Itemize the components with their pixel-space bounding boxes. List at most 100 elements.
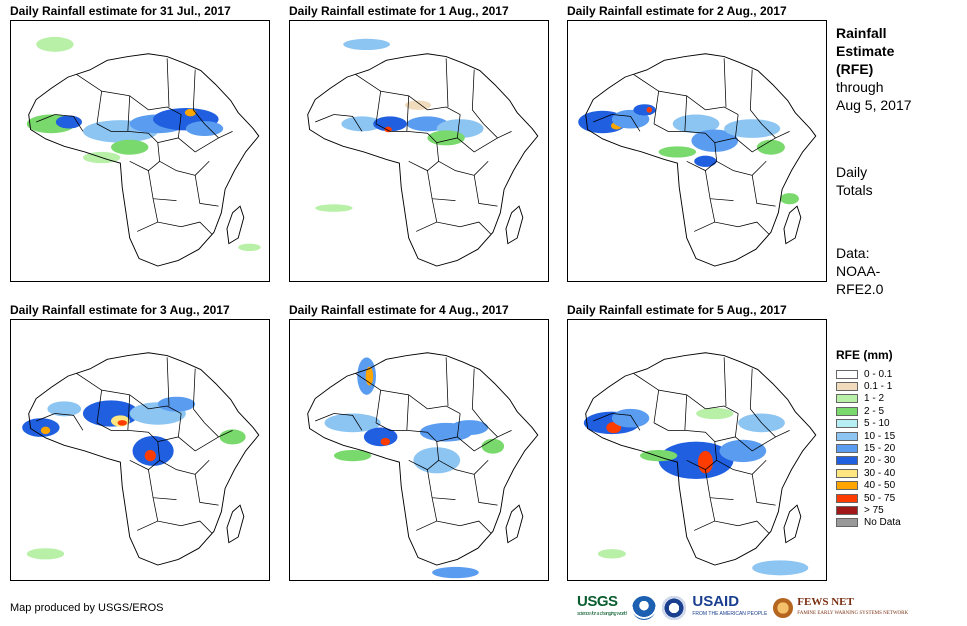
rainfall-area xyxy=(380,437,391,446)
rainfall-area xyxy=(111,139,149,155)
fews-net-logo: FEWS NET FAMINE EARLY WARNING SYSTEMS NE… xyxy=(797,597,908,619)
logo-strip: USGS science for a changing world USAID … xyxy=(577,594,908,622)
rainfall-area xyxy=(315,204,353,212)
country-border xyxy=(457,137,498,153)
country-border xyxy=(749,69,762,125)
rainfall-area xyxy=(55,115,83,129)
country-border xyxy=(630,371,706,410)
data-line-1: Data: xyxy=(836,245,870,261)
country-border xyxy=(733,161,767,176)
rainfall-area xyxy=(672,114,720,134)
country-border xyxy=(686,160,717,172)
country-border xyxy=(483,422,512,438)
country-border xyxy=(178,137,219,153)
country-border xyxy=(751,175,776,207)
country-border xyxy=(375,422,407,431)
country-border xyxy=(694,520,715,531)
country-border xyxy=(416,221,437,232)
legend-label: 0.1 - 1 xyxy=(864,381,893,393)
rainfall-area xyxy=(36,36,74,52)
country-border xyxy=(406,130,438,143)
africa-map-svg xyxy=(307,352,539,579)
country-border xyxy=(416,520,437,531)
country-border xyxy=(653,123,685,132)
country-border xyxy=(705,106,739,115)
country-border xyxy=(445,357,449,407)
country-border xyxy=(54,114,84,132)
country-border xyxy=(684,130,716,143)
fews-globe-icon xyxy=(773,598,794,618)
country-border xyxy=(375,390,382,423)
country-border xyxy=(406,95,410,132)
madagascar-outline xyxy=(783,504,802,544)
coastline xyxy=(307,53,539,267)
usaid-logo-text: USAID xyxy=(692,593,740,610)
legend-swatch xyxy=(836,505,858,515)
country-border xyxy=(96,91,103,124)
country-border xyxy=(735,436,776,452)
country-border xyxy=(738,221,770,235)
country-border xyxy=(137,520,158,531)
country-border xyxy=(375,91,382,124)
country-border xyxy=(96,123,128,132)
legend-swatch xyxy=(836,468,858,478)
country-border xyxy=(194,474,219,506)
country-border xyxy=(427,106,461,115)
map-panel-3: Daily Rainfall estimate for 2 Aug., 2017 xyxy=(567,4,829,284)
rainfall-area xyxy=(756,139,785,155)
country-border xyxy=(723,58,727,108)
rainfall-area xyxy=(26,548,65,560)
country-border xyxy=(593,413,613,422)
rfe-heading: Rainfall Estimate (RFE) through Aug 5, 2… xyxy=(836,24,912,114)
country-border xyxy=(148,106,182,115)
rainfall-area xyxy=(157,396,196,412)
panel-title: Daily Rainfall estimate for 2 Aug., 2017 xyxy=(567,4,787,18)
coastline xyxy=(585,352,817,566)
rainfall-map xyxy=(567,319,827,581)
legend-swatch xyxy=(836,493,858,503)
rainfall-area xyxy=(384,126,392,133)
country-border xyxy=(427,170,456,201)
through-line-2: Aug 5, 2017 xyxy=(836,97,912,113)
country-border xyxy=(148,469,177,500)
country-border xyxy=(445,58,449,108)
legend-label: 30 - 40 xyxy=(864,467,896,479)
map-panel-5: Daily Rainfall estimate for 4 Aug., 2017 xyxy=(289,303,551,583)
rainfall-area xyxy=(404,100,432,110)
country-border xyxy=(406,394,410,431)
legend-label: 2 - 5 xyxy=(864,405,885,417)
legend-swatch xyxy=(836,394,858,404)
rainfall-area xyxy=(633,104,656,116)
country-border xyxy=(455,161,489,176)
country-border xyxy=(436,142,456,171)
data-line-2: NOAA- xyxy=(836,263,881,279)
country-border xyxy=(315,413,335,422)
legend-swatch xyxy=(836,481,858,491)
legend-swatch xyxy=(836,382,858,392)
rainfall-area xyxy=(324,413,381,433)
daily-totals-label: Daily Totals xyxy=(836,163,873,199)
country-border xyxy=(204,422,233,438)
rainfall-map xyxy=(289,20,549,282)
madagascar-outline xyxy=(226,205,245,245)
rainfall-area xyxy=(365,366,374,386)
fews-tagline: FAMINE EARLY WARNING SYSTEMS NETWORK xyxy=(797,611,909,616)
country-border xyxy=(54,413,84,431)
rainfall-map xyxy=(10,319,270,581)
country-border xyxy=(96,422,128,431)
country-border xyxy=(457,436,498,452)
country-border xyxy=(593,114,613,123)
map-panel-2: Daily Rainfall estimate for 1 Aug., 2017 xyxy=(289,4,551,284)
country-border xyxy=(427,405,461,414)
rainfall-area xyxy=(40,426,51,435)
legend-label: 1 - 2 xyxy=(864,393,885,405)
usgs-logo-text: USGS xyxy=(577,593,618,610)
country-border xyxy=(611,413,641,431)
madagascar-outline xyxy=(783,205,802,245)
data-source-label: Data: NOAA- RFE2.0 xyxy=(836,244,883,298)
country-border xyxy=(483,123,512,139)
legend-title: RFE (mm) xyxy=(836,348,893,362)
panel-title: Daily Rainfall estimate for 1 Aug., 2017 xyxy=(289,4,509,18)
country-border xyxy=(733,460,767,475)
legend-item: 10 - 15 xyxy=(836,430,901,442)
